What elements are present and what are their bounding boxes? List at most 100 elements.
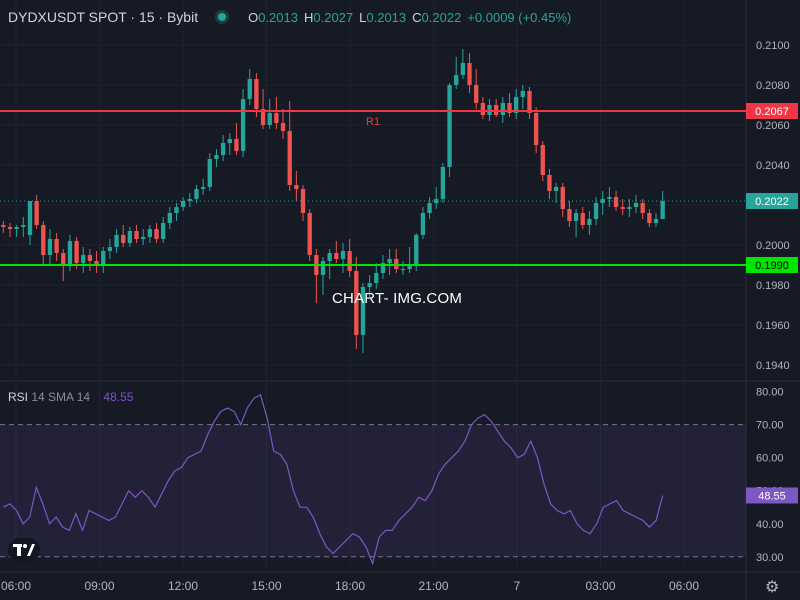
candle-body [407, 265, 412, 269]
candle-body [234, 139, 239, 151]
price-tick-label: 0.2080 [756, 80, 790, 92]
close-label: C [412, 9, 422, 25]
candle-body [67, 241, 73, 265]
price-tick-label: 0.2100 [756, 40, 790, 52]
candle-body [34, 201, 39, 225]
candle-body [101, 251, 106, 265]
x-tick-label: 03:00 [585, 579, 615, 593]
candle-body [134, 231, 139, 239]
open-label: O [248, 9, 259, 25]
rsi-params: 14 SMA 14 [31, 390, 91, 404]
candle-body [620, 207, 625, 209]
level-tag-label: 0.1990 [755, 260, 789, 272]
candle-body [507, 103, 512, 113]
price-tick-label: 0.2060 [756, 120, 790, 132]
candle-body [627, 207, 632, 209]
candle-body [533, 113, 539, 145]
x-tick-label: 15:00 [251, 579, 281, 593]
candle-body [647, 213, 652, 223]
candle-body [214, 155, 219, 159]
candle-body [420, 213, 426, 235]
rsi-tick-label: 30.00 [756, 552, 784, 564]
candle-body [61, 253, 66, 265]
high-label: H [303, 9, 314, 25]
price-levels: R1 [0, 110, 746, 266]
candle-body [354, 271, 359, 335]
candle-body [367, 283, 372, 287]
chart-header: DYDXUSDT SPOT · 15 · Bybit O 0.2013 H 0.20… [8, 7, 571, 27]
candle-body [500, 103, 505, 115]
low-label: L [359, 9, 367, 25]
candle-body [414, 235, 419, 265]
candle-body [87, 255, 93, 261]
rsi-last-tag [746, 487, 798, 504]
rsi-last-label: 48.55 [758, 491, 786, 503]
candle-body [307, 213, 312, 255]
candle-body [254, 79, 259, 109]
rsi-legend[interactable]: RSI 14 SMA 14 48.55 [8, 390, 133, 404]
candle-body [180, 201, 186, 207]
rsi-tick-label: 40.00 [756, 519, 784, 531]
rsi-tick-label: 80.00 [756, 387, 784, 399]
candle-body [480, 103, 486, 115]
candle-body [27, 201, 33, 235]
candle-body [547, 175, 552, 191]
tradingview-logo-glyph [13, 544, 35, 556]
candle-body [540, 145, 545, 175]
candle-body [74, 241, 79, 263]
candle-body [280, 123, 286, 131]
candle-body [653, 219, 659, 223]
market-status-icon[interactable] [218, 13, 227, 21]
candle-body [573, 213, 579, 221]
candle-body [267, 113, 272, 125]
tradingview-logo-icon[interactable] [8, 538, 40, 562]
candle-body [54, 239, 59, 253]
candle-body [14, 227, 19, 229]
price-tick-label: 0.2040 [756, 160, 790, 172]
candle-body [274, 113, 279, 123]
open-value: 0.2013 [258, 9, 298, 25]
candle-body [240, 99, 246, 151]
candle-body [520, 91, 525, 97]
candle-body [427, 203, 432, 213]
candle-body [81, 255, 86, 263]
candle-body [327, 253, 332, 261]
gear-icon[interactable]: ⚙ [765, 579, 780, 596]
candle-body [474, 85, 479, 103]
x-tick-label: 06:00 [669, 579, 699, 593]
candle-body [560, 187, 565, 209]
candle-body [207, 159, 212, 187]
candle-body [360, 287, 366, 335]
candle-body [600, 199, 605, 203]
candle-body [527, 91, 532, 113]
price-tick-label: 0.1980 [756, 280, 790, 292]
candle-body [334, 253, 339, 259]
candle-body [447, 85, 452, 167]
axis-tags: 0.2067 0.1990 0.2022 48.55 [746, 103, 798, 504]
candle-body [607, 197, 612, 199]
candle-body [47, 239, 53, 255]
candle-body [553, 187, 559, 191]
level-name: R1 [366, 116, 380, 128]
candle-body [374, 273, 379, 283]
candle-body [633, 203, 639, 207]
change-value: +0.0009 (+0.45%) [467, 9, 572, 25]
candle-body [467, 63, 472, 85]
symbol-title[interactable]: DYDXUSDT SPOT · 15 · Bybit [8, 9, 199, 25]
candle-body [400, 269, 406, 270]
candle-body [141, 237, 146, 239]
x-tick-label: 7 [514, 579, 521, 593]
rsi-value: 48.55 [103, 390, 134, 404]
candle-body [154, 229, 159, 239]
rsi-band [0, 424, 746, 557]
time-axis[interactable]: 06:00 09:00 12:00 15:00 18:00 21:00 7 03:00 06:0… [1, 579, 699, 593]
candle-body [167, 213, 172, 223]
candle-body [114, 235, 119, 247]
level-tag [746, 257, 798, 273]
candle-body [7, 227, 13, 229]
candle-body [460, 63, 466, 75]
candle-body [440, 167, 446, 199]
candle-body [567, 209, 572, 221]
